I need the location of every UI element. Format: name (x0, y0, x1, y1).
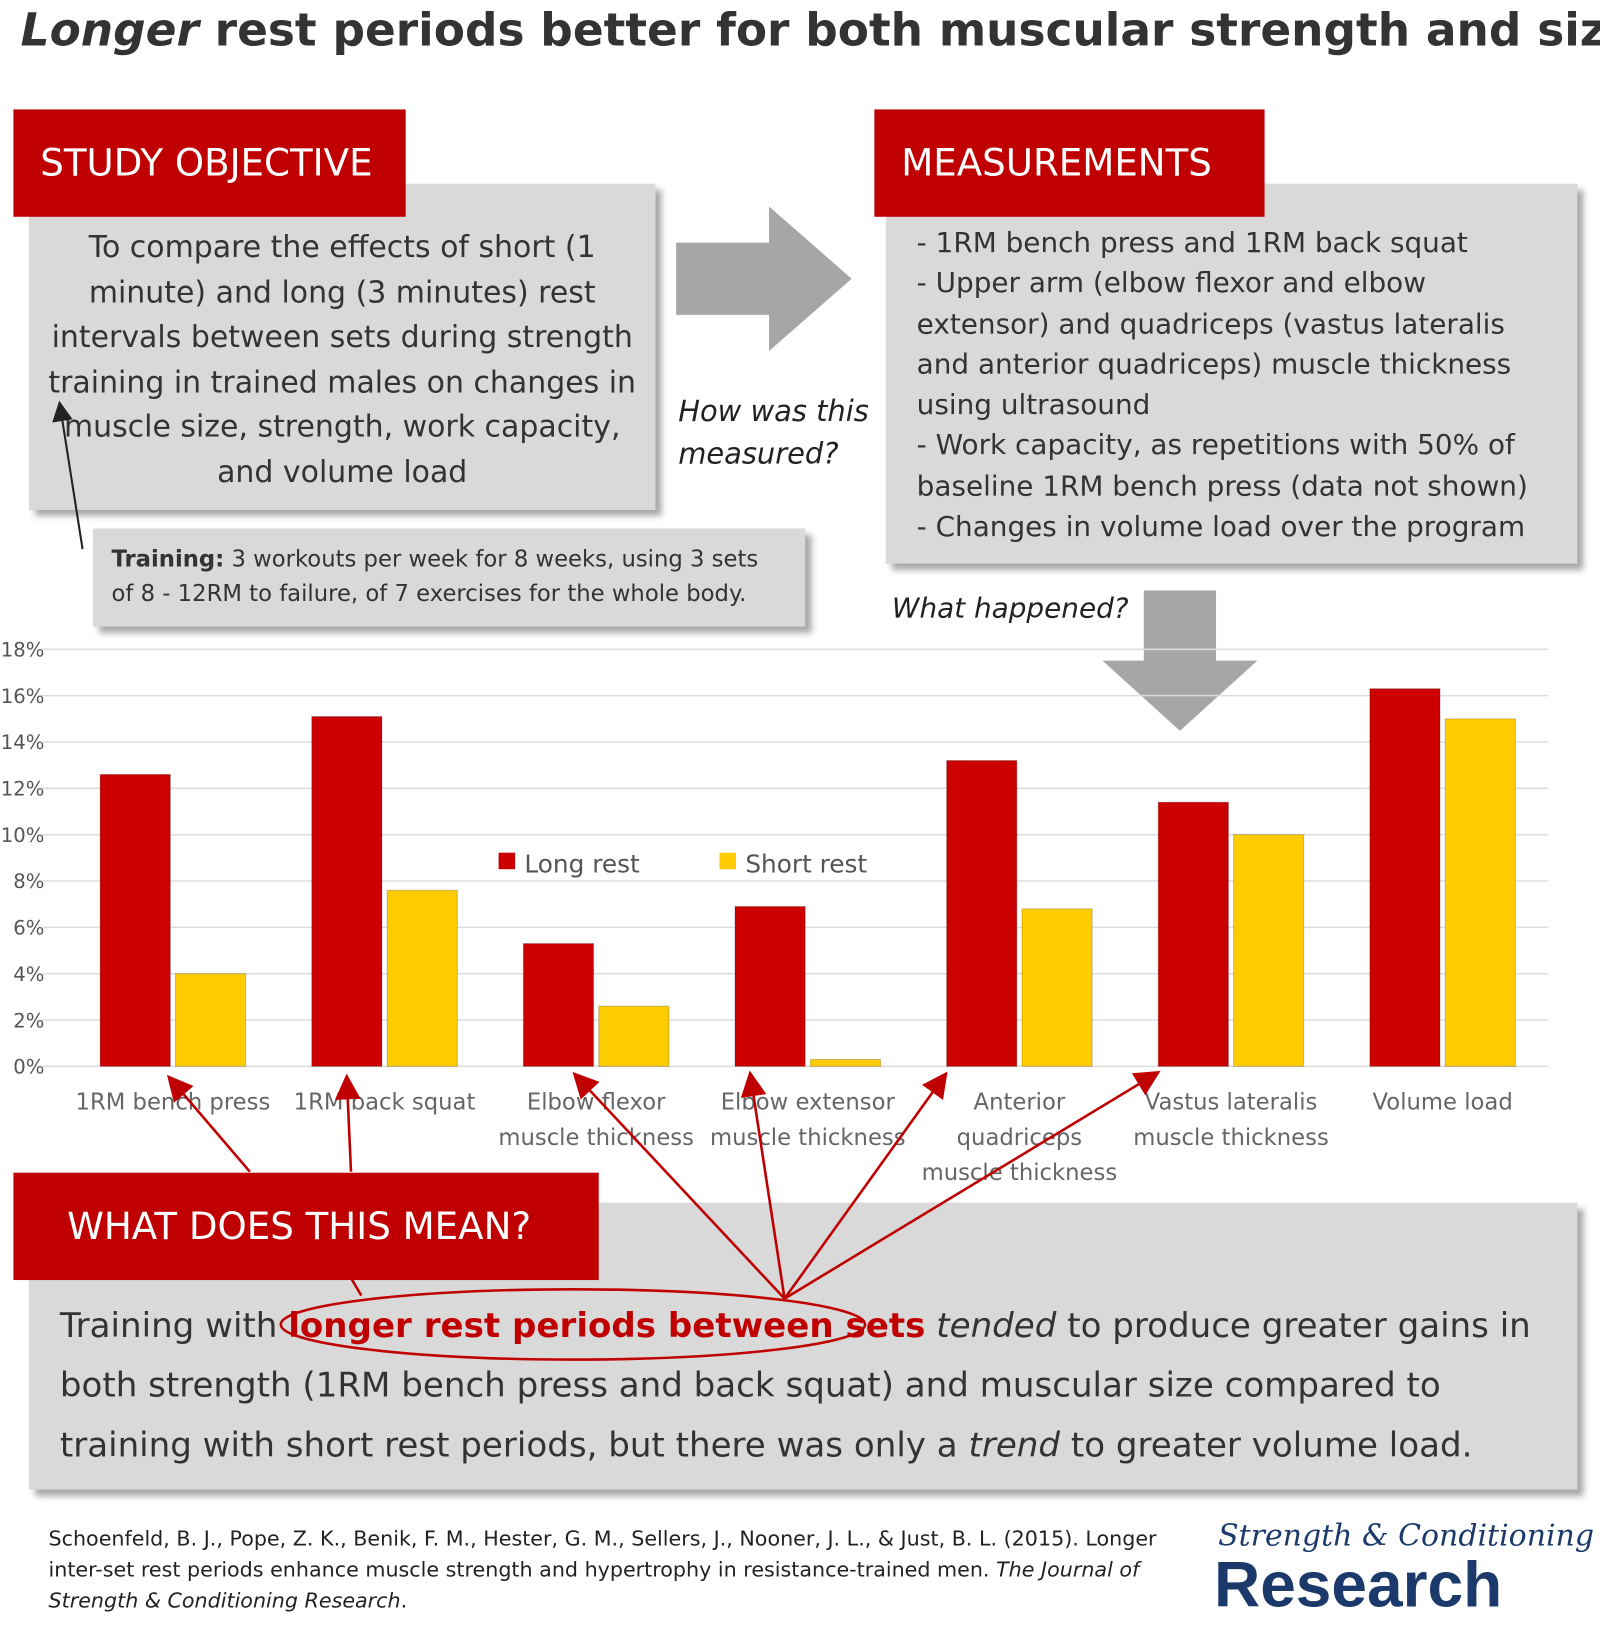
bar (598, 1005, 670, 1067)
measurement-item: - Upper arm (elbow flexor and elbow exte… (916, 267, 1512, 422)
bar (311, 715, 383, 1067)
bar (1444, 718, 1516, 1067)
bar (1233, 834, 1305, 1067)
x-tick-label: Elbow extensor muscle thickness (709, 1090, 906, 1152)
bar (174, 973, 247, 1067)
logo-bottom: Research (1213, 1549, 1503, 1621)
measurements-list: - 1RM bench press and 1RM back squat - Up… (917, 223, 1557, 548)
title-emphasis: Longer (20, 4, 199, 57)
objective-box: To compare the effects of short (1 minut… (28, 183, 656, 510)
measurements-header: MEASUREMENTS (874, 109, 1265, 217)
legend-label: Long rest (524, 849, 640, 878)
x-tick-label: Anterior quadriceps muscle thickness (921, 1090, 1118, 1187)
bar (946, 760, 1018, 1067)
citation-authors: Schoenfeld, B. J., Pope, Z. K., Benik, F… (48, 1525, 1157, 1582)
bar (734, 905, 806, 1067)
conclusion-text: Training with longer rest periods betwee… (60, 1296, 1567, 1476)
legend-swatch (498, 852, 516, 870)
conclusion-part (925, 1305, 936, 1345)
conclusion-header: WHAT DOES THIS MEAN? (13, 1172, 599, 1281)
measurement-item: - 1RM bench press and 1RM back squat (916, 227, 1468, 260)
bar (809, 1058, 882, 1067)
measurements-box: - 1RM bench press and 1RM back squat - Up… (885, 183, 1578, 564)
y-tick-label: 12% (1, 778, 45, 801)
y-tick-label: 16% (1, 685, 45, 708)
x-tick-label: 1RM back squat (293, 1090, 476, 1116)
legend-swatch (719, 852, 737, 870)
training-text: 3 workouts per week for 8 weeks, using 3… (111, 547, 759, 607)
citation-journal: The Journal of Strength & Conditioning R… (48, 1556, 1140, 1613)
y-tick-label: 8% (13, 870, 44, 893)
citation-end: . (400, 1587, 408, 1613)
bar (99, 773, 171, 1067)
y-tick-label: 10% (1, 824, 45, 847)
logo-top: Strength & Conditioning (1218, 1517, 1595, 1553)
question-1: How was this measured? (678, 394, 869, 471)
measurement-item: - Work capacity, as repetitions with 50%… (916, 429, 1528, 503)
y-tick-label: 18% (1, 639, 45, 662)
y-tick-label: 14% (1, 731, 45, 754)
objective-text: To compare the effects of short (1 minut… (48, 229, 637, 489)
training-box: Training: 3 workouts per week for 8 week… (92, 528, 806, 627)
x-tick-label: Elbow flexor muscle thickness (498, 1090, 694, 1152)
objective-header: STUDY OBJECTIVE (13, 109, 406, 217)
bar (1157, 801, 1229, 1067)
x-tick-label: 1RM bench press (75, 1090, 271, 1116)
bar (1021, 908, 1093, 1067)
conclusion-part: tended (936, 1304, 1057, 1346)
bar (522, 943, 595, 1067)
citation: Schoenfeld, B. J., Pope, Z. K., Benik, F… (49, 1523, 1174, 1616)
conclusion-part: longer rest periods between sets (288, 1304, 926, 1346)
y-tick-label: 6% (13, 917, 44, 940)
measurement-item: - Changes in volume load over the progra… (916, 511, 1526, 544)
y-tick-label: 2% (13, 1009, 44, 1032)
y-tick-label: 4% (13, 963, 44, 986)
x-tick-label: Vastus lateralis muscle thickness (1133, 1090, 1329, 1152)
conclusion-part: to produce greater gains in both strengt… (59, 1304, 1531, 1465)
title-rest: rest periods better for both muscular st… (214, 4, 1600, 57)
bar (386, 889, 458, 1067)
conclusion-part: trend (968, 1424, 1061, 1465)
conclusion-part: to greater volume load. (1060, 1424, 1473, 1465)
title: Longer rest periods better for both musc… (21, 4, 1600, 57)
question-2: What happened? (891, 592, 1129, 625)
x-tick-label: Volume load (1372, 1090, 1513, 1116)
bar (1369, 688, 1441, 1067)
legend-label: Short rest (745, 849, 867, 878)
conclusion-part: Training with (59, 1304, 289, 1346)
training-label: Training: (111, 547, 225, 573)
y-tick-label: 0% (13, 1056, 44, 1079)
